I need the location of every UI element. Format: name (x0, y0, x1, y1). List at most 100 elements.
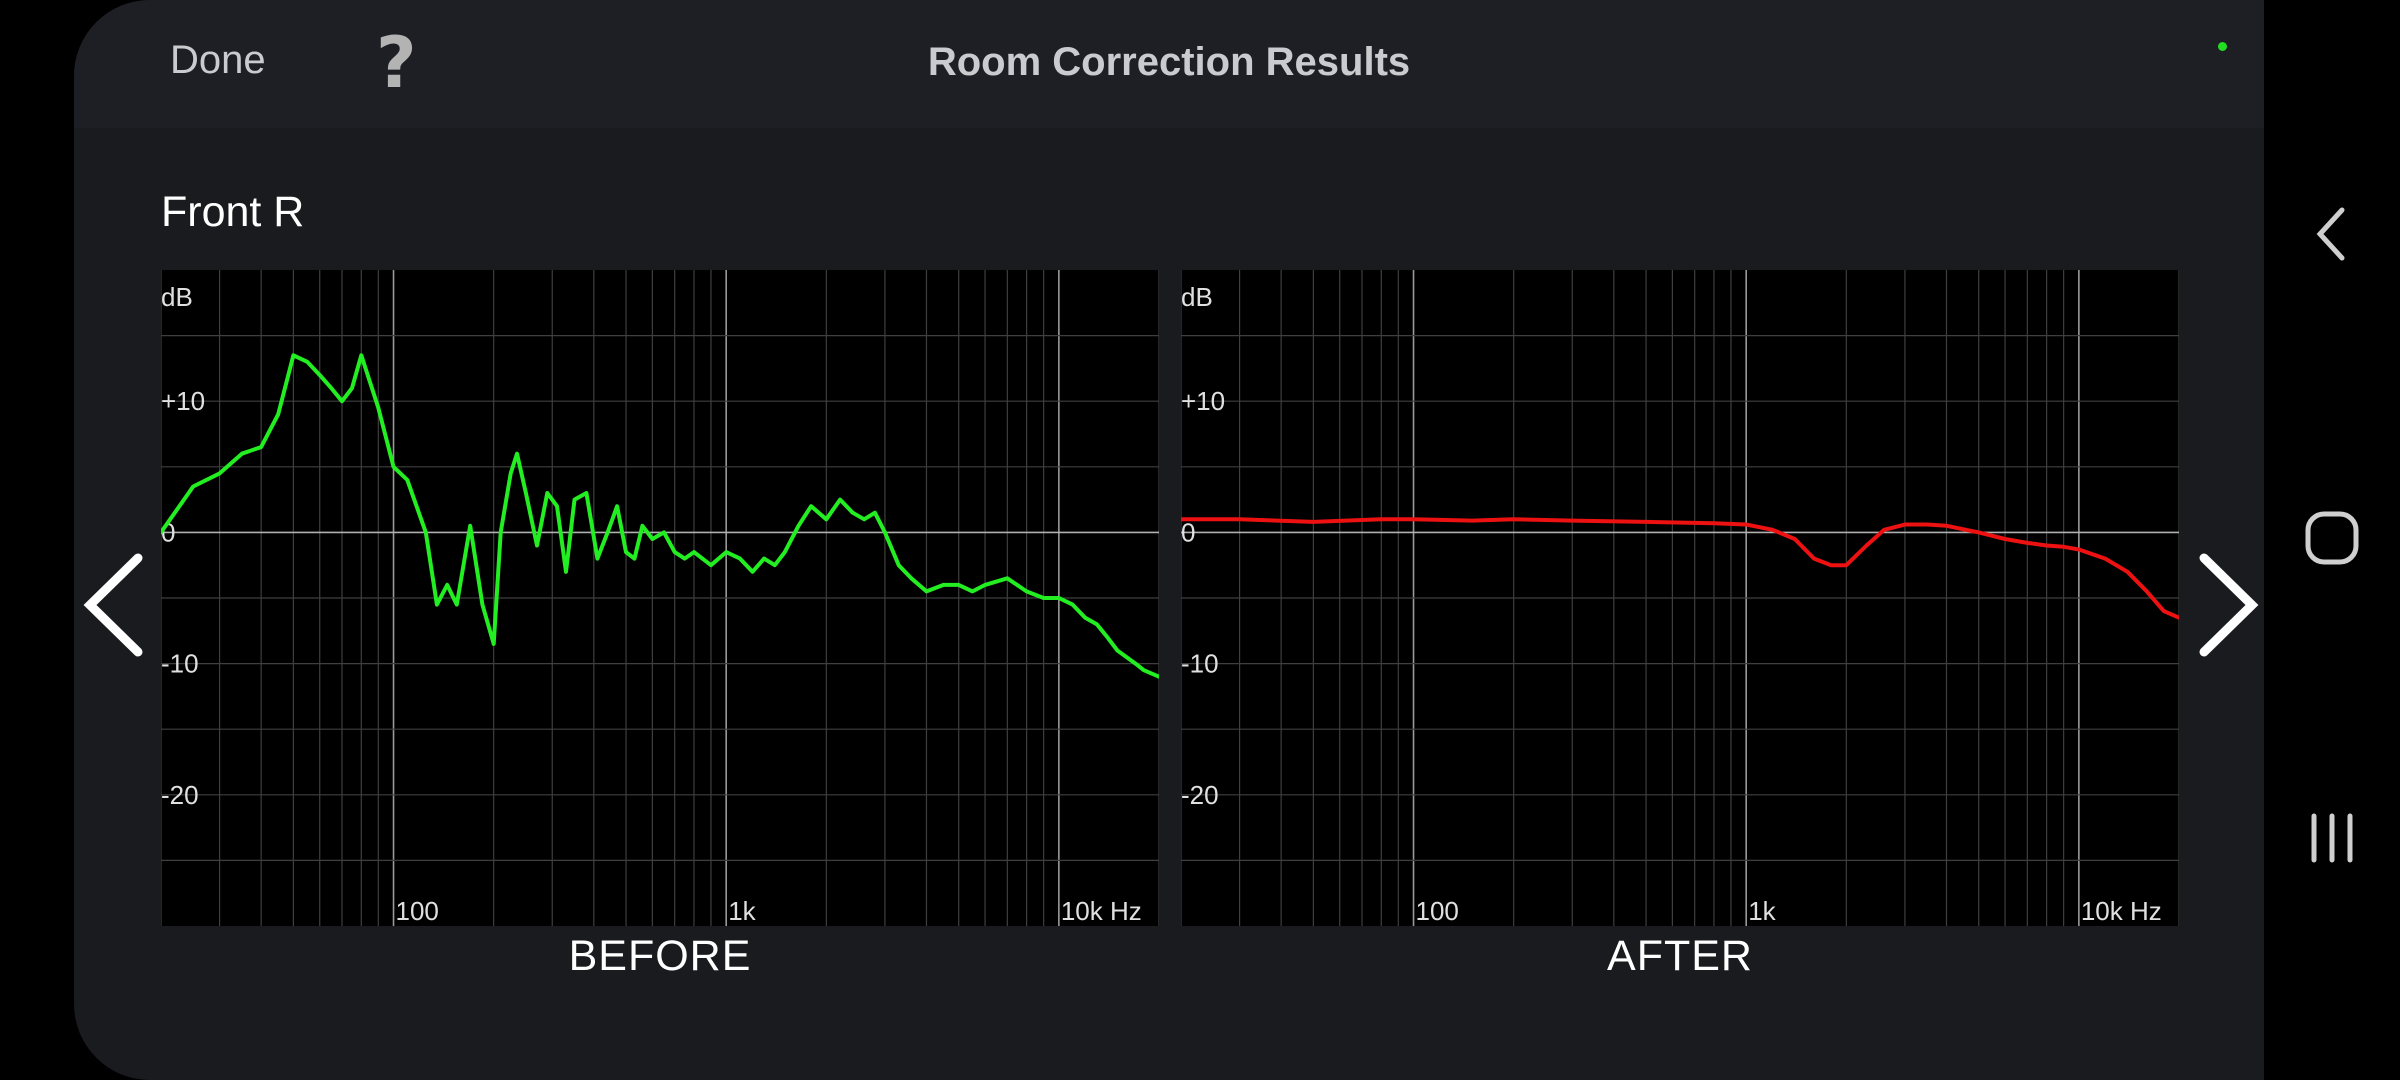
response-data-point (424, 530, 428, 534)
response-data-point (1238, 517, 1242, 521)
channel-label: Front R (161, 188, 305, 236)
x-tick-label: 10k Hz (2081, 896, 2162, 926)
results-panel: Done ? Room Correction Results Front R d… (74, 0, 2264, 1080)
response-data-point (1512, 517, 1516, 521)
response-data-point (796, 524, 801, 528)
y-tick-label: 0 (1181, 517, 1195, 547)
y-tick-label: +10 (1181, 386, 1225, 416)
response-data-point (1115, 648, 1119, 653)
response-data-point (1977, 530, 1981, 534)
y-unit-label: dB (1181, 282, 1213, 312)
y-tick-label: -10 (161, 649, 199, 679)
response-data-point (1925, 522, 1929, 527)
after-caption: AFTER (1607, 932, 1753, 980)
help-button[interactable]: ? (376, 22, 417, 104)
y-unit-label: dB (161, 282, 193, 312)
response-data-point (851, 511, 855, 515)
response-data-point (291, 353, 295, 357)
response-data-point (1864, 543, 1869, 548)
top-bar: Done ? Room Correction Results (74, 0, 2264, 128)
response-data-point (662, 530, 666, 534)
response-data-point (2177, 616, 2179, 620)
response-data-point (595, 557, 599, 561)
response-data-point (2003, 537, 2007, 541)
response-data-point (824, 517, 828, 521)
response-data-point (983, 583, 987, 587)
response-data-point (1057, 596, 1061, 600)
response-data-point (1903, 522, 1907, 527)
before-chart: dB +10 0 -10 -20 100 1k 10k Hz (161, 270, 1159, 926)
response-data-point (606, 530, 610, 534)
response-data-point (191, 484, 195, 489)
response-data-point (499, 530, 503, 534)
response-data-point (445, 583, 449, 587)
response-data-point (1083, 616, 1087, 620)
response-data-point (2125, 570, 2130, 574)
response-data-point (468, 524, 472, 528)
response-data-point (535, 543, 539, 548)
response-data-point (572, 498, 577, 502)
done-button[interactable]: Done (170, 38, 266, 82)
response-data-point (862, 517, 866, 521)
response-data-point (970, 589, 975, 593)
system-home-icon[interactable] (2294, 500, 2370, 576)
response-data-point (1157, 675, 1159, 679)
system-recents-icon[interactable] (2294, 800, 2370, 876)
response-data-point (1570, 519, 1574, 523)
response-data-point (376, 406, 380, 410)
response-data-point (783, 550, 787, 554)
response-data-point (924, 589, 929, 593)
response-data-point (1142, 668, 1146, 672)
x-tick-label: 1k (1748, 896, 1776, 926)
response-data-point (545, 491, 549, 495)
response-data-point (762, 557, 766, 561)
response-data-point (1470, 519, 1474, 523)
response-data-point (1181, 517, 1183, 521)
response-data-point (873, 511, 877, 515)
system-back-icon[interactable] (2294, 196, 2370, 272)
response-data-point (2103, 557, 2107, 561)
x-tick-label: 1k (728, 896, 756, 926)
after-chart: dB +10 0 -10 -20 100 1k 10k Hz (1181, 270, 2179, 926)
response-data-point (692, 550, 696, 554)
response-data-point (1882, 528, 1886, 532)
response-data-point (750, 570, 755, 574)
y-tick-label: -20 (161, 780, 199, 810)
response-data-point (350, 386, 354, 390)
response-data-point (391, 465, 396, 469)
response-data-point (640, 524, 644, 528)
response-data-point (1379, 517, 1383, 521)
response-data-point (1644, 520, 1648, 524)
system-navigation-bar (2264, 0, 2400, 1080)
x-tick-label: 10k Hz (1061, 896, 1142, 926)
response-data-point (161, 530, 163, 534)
response-data-point (897, 563, 901, 567)
response-data-point (2025, 541, 2029, 545)
response-data-point (957, 583, 961, 587)
next-channel-arrow-icon[interactable] (2192, 550, 2262, 660)
response-data-point (624, 550, 628, 554)
response-data-point (584, 491, 588, 495)
response-data-point (1095, 622, 1099, 626)
response-curve-line (161, 353, 1159, 679)
response-data-point (909, 576, 913, 580)
response-data-point (555, 504, 559, 508)
response-data-point (340, 399, 344, 403)
before-caption: BEFORE (568, 932, 752, 980)
response-curve-line (1181, 517, 2179, 620)
response-data-point (492, 642, 496, 646)
response-data-point (2145, 589, 2149, 593)
x-tick-label: 100 (396, 896, 439, 926)
response-data-point (305, 360, 309, 364)
response-data-point (838, 498, 842, 502)
previous-channel-arrow-icon[interactable] (80, 550, 150, 660)
response-data-point (329, 386, 333, 390)
response-data-point (2045, 543, 2049, 548)
response-data-point (2162, 609, 2166, 613)
response-data-point (941, 583, 946, 587)
response-data-point (650, 537, 654, 541)
response-data-point (809, 504, 813, 508)
response-data-point (1712, 521, 1716, 525)
y-tick-label: -20 (1181, 780, 1219, 810)
